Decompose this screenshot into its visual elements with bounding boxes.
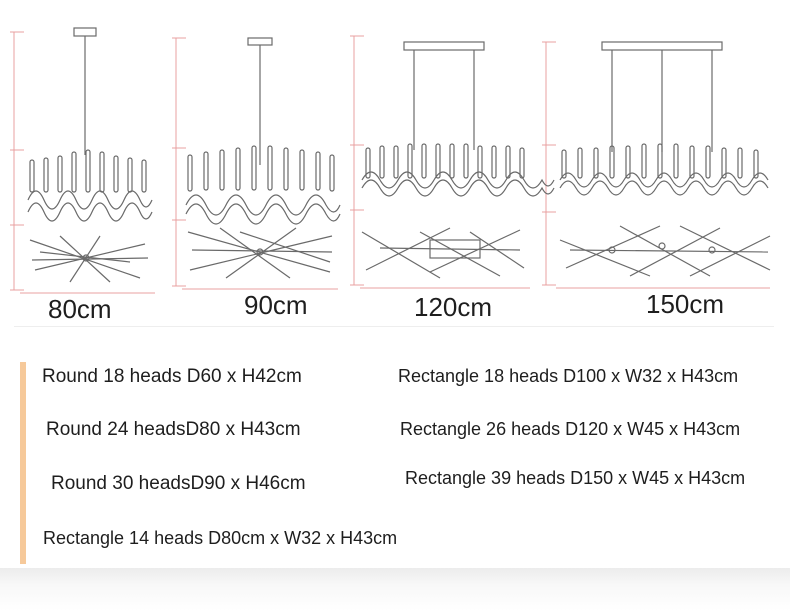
chandelier-sketches <box>27 27 771 283</box>
drawings-svg <box>10 27 771 294</box>
size-label-80: 80cm <box>48 294 112 324</box>
diagram-divider <box>14 326 774 327</box>
spec-round-18: Round 18 heads D60 x H42cm <box>42 366 302 387</box>
size-label-120: 120cm <box>414 292 493 322</box>
spec-rectangle-18: Rectangle 18 heads D100 x W32 x H43cm <box>398 366 739 386</box>
footer-shadow <box>0 568 790 611</box>
chandelier-dimension-drawings <box>10 27 771 294</box>
size-label-150: 150cm <box>646 289 725 319</box>
spec-rectangle-26: Rectangle 26 heads D120 x W45 x H43cm <box>400 419 741 439</box>
accent-bar <box>20 362 26 564</box>
spec-rectangle-39: Rectangle 39 heads D150 x W45 x H43cm <box>405 468 746 488</box>
size-label-90: 90cm <box>244 290 308 320</box>
spec-round-30: Round 30 headsD90 x H46cm <box>51 473 306 494</box>
dimension-lines <box>10 31 770 294</box>
spec-rectangle-14: Rectangle 14 heads D80cm x W32 x H43cm <box>43 528 398 548</box>
spec-round-24: Round 24 headsD80 x H43cm <box>46 419 301 440</box>
